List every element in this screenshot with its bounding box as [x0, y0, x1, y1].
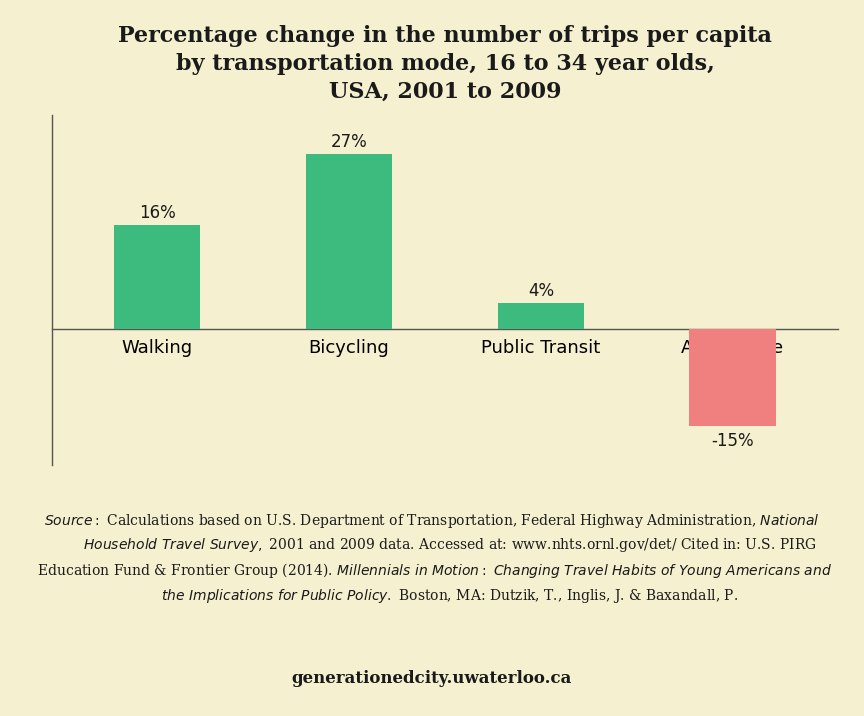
Text: -15%: -15%: [711, 432, 754, 450]
Text: 27%: 27%: [331, 133, 367, 151]
Bar: [114, 225, 200, 329]
Bar: [306, 153, 392, 329]
Text: $\it{Source:}$ Calculations based on U.S. Department of Transportation, Federal : $\it{Source:}$ Calculations based on U.S…: [33, 512, 831, 605]
Text: 4%: 4%: [528, 282, 554, 301]
Text: generationedcity.uwaterloo.ca: generationedcity.uwaterloo.ca: [292, 670, 572, 687]
Title: Percentage change in the number of trips per capita
by transportation mode, 16 t: Percentage change in the number of trips…: [118, 25, 772, 103]
Text: 16%: 16%: [139, 204, 175, 223]
Bar: [689, 329, 776, 427]
Bar: [498, 303, 584, 329]
